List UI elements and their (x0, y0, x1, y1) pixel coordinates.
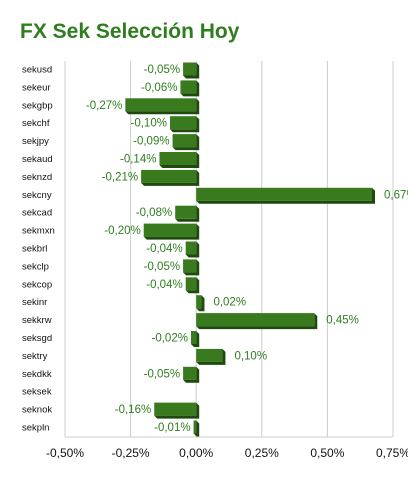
value-label-sekcad: -0,08% (136, 207, 172, 219)
bar-shadow-sekcop (185, 277, 200, 294)
bar-sektry (196, 348, 223, 362)
category-label-sekcad: sekcad (22, 208, 52, 219)
bar-shadow-sekinr (196, 295, 205, 312)
value-label-sekclp: -0,05% (144, 261, 180, 273)
bar-shadow-sekdkk (183, 366, 200, 383)
value-label-sekeur: -0,06% (141, 82, 177, 94)
value-label-sektry: 0,10% (234, 350, 267, 362)
value-label-sekcny: 0,67% (384, 189, 408, 201)
bar-shadow-sekjpy (172, 134, 200, 151)
bar-shadow-sekgbp (125, 98, 200, 115)
category-label-sekusd: sekusd (22, 65, 52, 76)
bar-shadow-sekcny (196, 187, 376, 204)
bar-sekclp (183, 259, 197, 273)
value-labels: -0,05% -0,06% -0,27% -0,10% -0,09% -0,14% -0,2… (86, 64, 408, 434)
bar-sekn­zd (141, 169, 197, 183)
bar-shadow-sekchf (169, 116, 200, 133)
value-label-sekdkk: -0,05% (144, 368, 180, 380)
x-tick-label-2: 0,00% (179, 446, 213, 460)
bars (125, 62, 376, 437)
x-tick-labels: -0,50% -0,25% 0,00% 0,25% 0,50% 0,75% (46, 446, 408, 460)
category-label-seknok: seknok (22, 405, 52, 416)
value-label-sekchf: -0,10% (131, 118, 167, 130)
value-label-sekinr: 0,02% (213, 297, 246, 309)
bar-shadow-sekkrw (196, 313, 318, 330)
chart-title: FX Sek Selección Hoy (20, 20, 240, 43)
bar-shadow-sekbrl (185, 241, 200, 258)
category-label-sekpln: sekpln (22, 423, 49, 434)
value-label-sekmxn: -0,20% (104, 225, 140, 237)
x-tick-label-5: 0,75% (376, 446, 408, 460)
value-label-sekaud: -0,14% (120, 154, 156, 166)
bar-sekcop (185, 277, 197, 291)
category-label-sekjpy: sekjpy (22, 136, 49, 147)
bar-seksgd (190, 331, 197, 344)
bar-sekeur (180, 80, 197, 94)
category-label-sekaud: sekaud (22, 154, 53, 165)
category-label-sekdkk: sekdkk (22, 369, 52, 380)
bar-shadow-sekclp (183, 259, 200, 276)
category-label-sekcop: sekcop (22, 279, 52, 290)
value-label-sekjpy: -0,09% (133, 136, 169, 148)
bar-shadow-sektry (196, 348, 226, 365)
x-tick-label-1: -0,25% (112, 446, 150, 460)
category-label-seksek: seksek (22, 387, 52, 398)
bar-shadow-sekeur (180, 80, 200, 97)
category-label-seksgd: seksgd (22, 333, 52, 344)
bar-shadow-sekn­zd (141, 169, 200, 186)
value-label-seknok: -0,16% (115, 404, 151, 416)
value-label-sekkrw: 0,45% (326, 315, 359, 327)
category-label-sekmxn: sekmxn (22, 226, 55, 237)
bar-sekdkk (183, 366, 197, 380)
bar-shadow-sekusd (183, 62, 200, 79)
value-label-sekusd: -0,05% (144, 64, 180, 76)
value-label-sekbrl: -0,04% (146, 243, 182, 255)
bar-sekpln (193, 420, 197, 434)
bar-shadow-sekpln (193, 420, 200, 437)
value-label-sekcop: -0,04% (146, 279, 182, 291)
bar-sekinr (196, 295, 202, 309)
bar-sekchf (169, 116, 197, 130)
value-label-seksgd: -0,02% (152, 333, 188, 345)
x-tick-label-3: 0,25% (245, 446, 279, 460)
category-label-sekinr: sekinr (22, 297, 47, 308)
category-label-sekeur: sekeur (22, 82, 51, 93)
category-label-sekcny: sekcny (22, 190, 52, 201)
gridlines (64, 61, 394, 438)
bar-sekjpy (172, 134, 197, 148)
bar-sekbrl (185, 241, 197, 255)
category-label-sekgbp: sekgbp (22, 100, 53, 111)
value-label-sekn­zd: -0,21% (102, 171, 138, 183)
bar-sekcad (175, 205, 197, 219)
bar-sekusd (183, 62, 197, 76)
x-tick-label-0: -0,50% (46, 446, 84, 460)
category-label-sekkrw: sekkrw (22, 315, 52, 326)
category-label-sekclp: sekclp (22, 261, 49, 272)
bar-shadow-sekcad (175, 205, 200, 222)
value-label-sekgbp: -0,27% (86, 100, 122, 112)
bar-sekkrw (196, 313, 315, 327)
bar-shadow-sekaud (159, 152, 200, 168)
category-label-sektry: sektry (22, 351, 48, 362)
bar-sekaud (159, 152, 197, 165)
bar-sekmxn (143, 223, 197, 237)
bar-shadow-seknok (154, 402, 200, 419)
category-label-sekchf: sekchf (22, 118, 50, 129)
value-label-sekpln: -0,01% (154, 422, 190, 434)
bar-shadow-sekmxn (143, 223, 200, 240)
bar-shadow-seksgd (190, 331, 200, 347)
x-tick-label-4: 0,50% (310, 446, 344, 460)
bar-seknok (154, 402, 197, 416)
bar-sekcny (196, 187, 373, 201)
category-label-sekbrl: sekbrl (22, 244, 47, 255)
category-labels: sekusd sekeur sekgbp sekchf sekjpy sekaud sekn… (22, 65, 55, 434)
bar-sekgbp (125, 98, 197, 112)
category-label-sekn­zd: sekn­zd (22, 172, 52, 183)
